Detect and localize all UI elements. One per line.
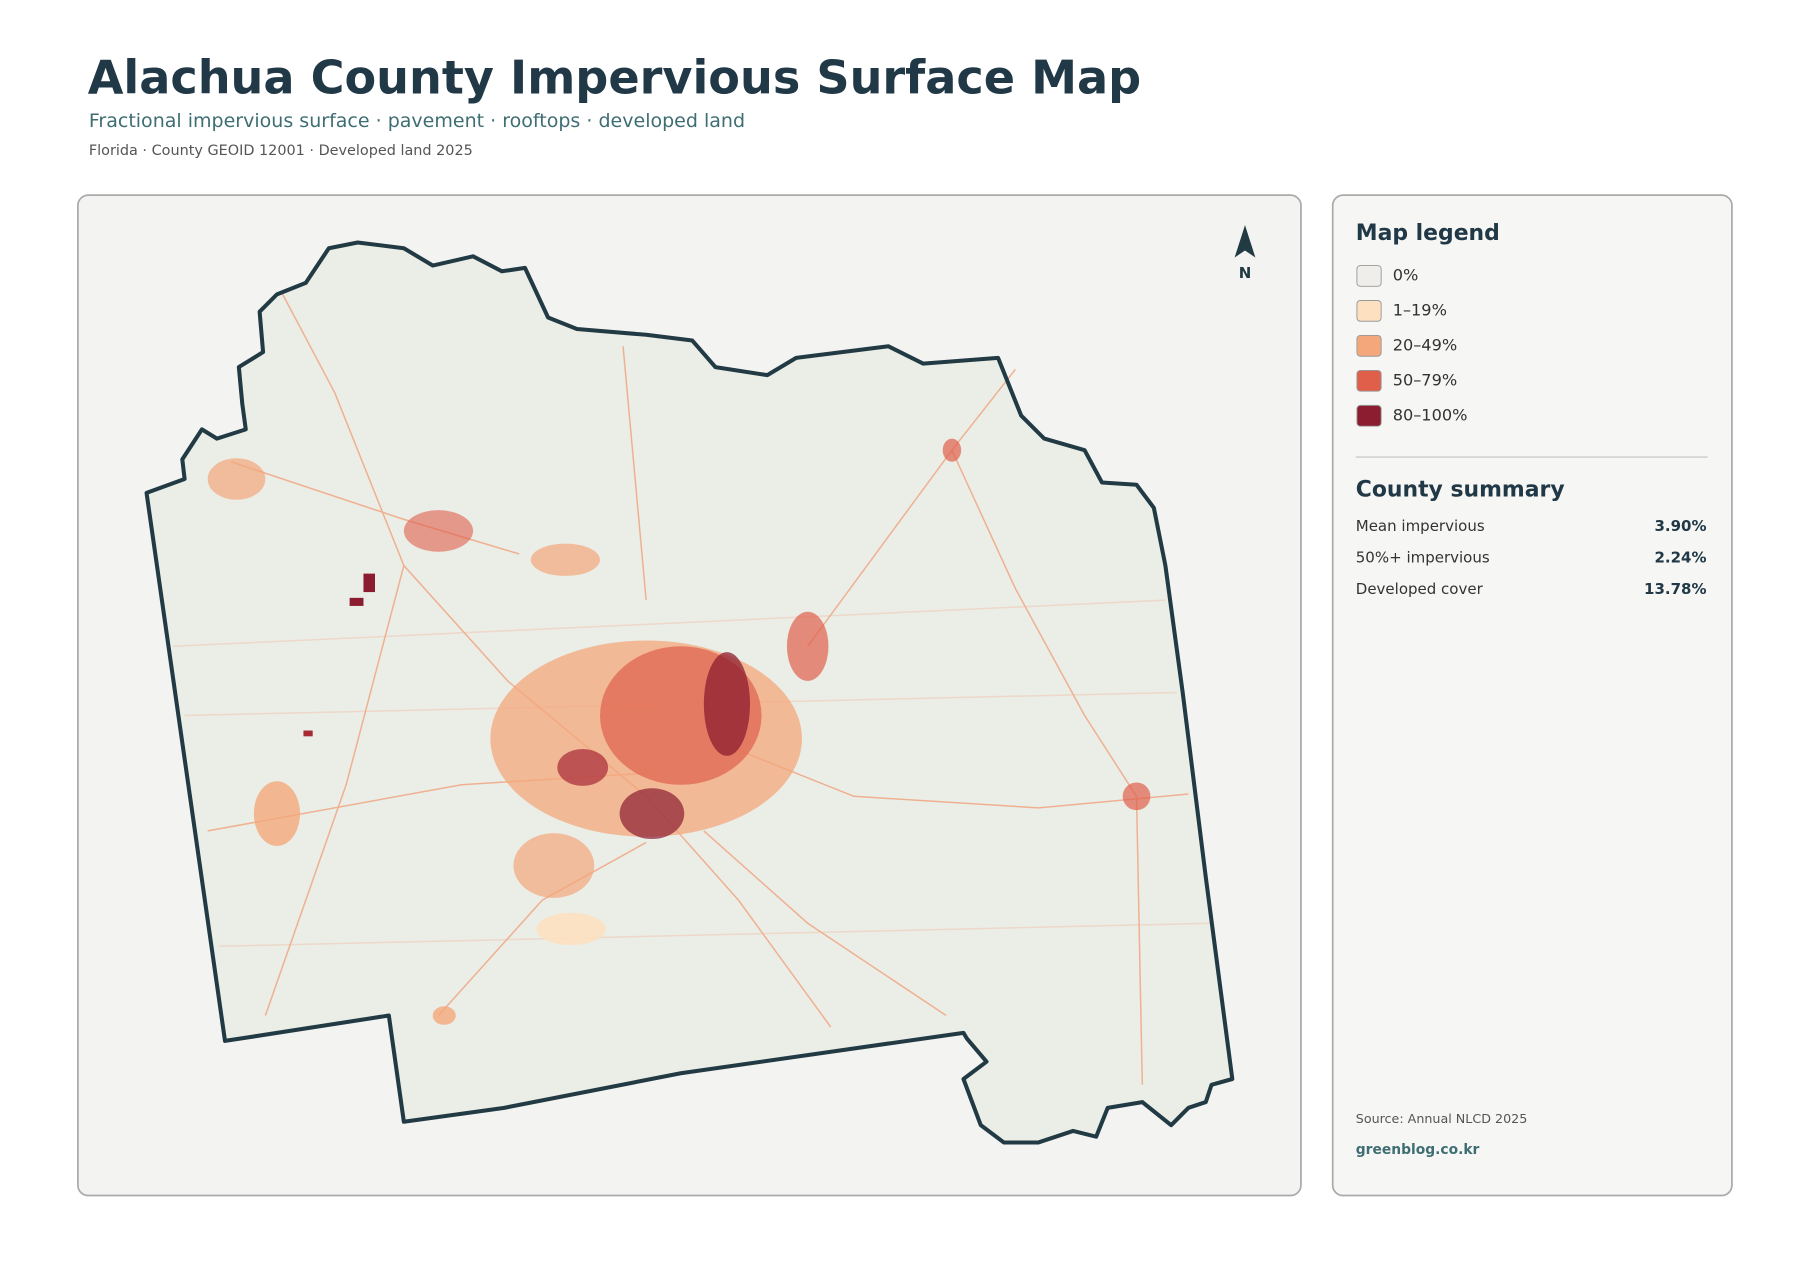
county-outline: [144, 240, 1235, 1145]
legend-label: 20–49%: [1393, 335, 1457, 354]
summary-title: County summary: [1356, 477, 1565, 502]
site: greenblog.co.kr: [1356, 1142, 1480, 1158]
summary-label: 50%+ impervious: [1356, 548, 1490, 566]
legend-label: 0%: [1393, 266, 1419, 285]
legend-swatch: [1356, 265, 1382, 287]
roads: [173, 294, 1212, 1085]
legend-swatch: [1356, 335, 1382, 357]
summary-label: Developed cover: [1356, 580, 1484, 598]
north-label: N: [1239, 264, 1252, 282]
summary-label: Mean impervious: [1356, 517, 1485, 535]
legend-label: 1–19%: [1393, 301, 1447, 320]
legend-label: 80–100%: [1393, 405, 1468, 424]
subtitle: Fractional impervious surface · pavement…: [89, 110, 745, 132]
summary-rows: Mean impervious 3.90% 50%+ impervious 2.24%…: [1356, 517, 1707, 598]
urban-areas: [207, 438, 1151, 1025]
meta: Florida · County GEOID 12001 · Developed…: [89, 143, 473, 159]
legend-panel: [1331, 194, 1733, 1197]
legend-items: 0% 1–19% 20–49% 50–79% 80–100%: [1356, 265, 1468, 427]
legend-title: Map legend: [1356, 221, 1500, 246]
legend-swatch: [1356, 300, 1382, 322]
legend-label: 50–79%: [1393, 370, 1457, 389]
legend-swatch: [1356, 369, 1382, 392]
north-arrow: [1234, 225, 1256, 258]
title: Alachua County Impervious Surface Map: [88, 51, 1141, 105]
county-map: N: [144, 225, 1256, 1145]
source: Source: Annual NLCD 2025: [1356, 1111, 1528, 1126]
summary-value: 2.24%: [1654, 548, 1706, 566]
summary-value: 3.90%: [1654, 517, 1706, 535]
legend-swatch: [1356, 404, 1382, 427]
summary-value: 13.78%: [1644, 580, 1706, 598]
